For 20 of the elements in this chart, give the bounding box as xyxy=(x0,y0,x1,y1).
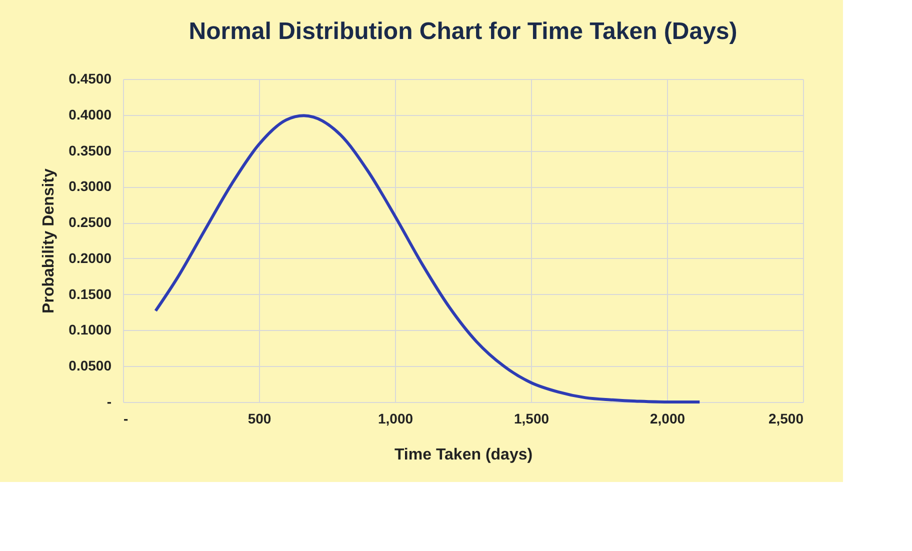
y-tick-label: 0.2000 xyxy=(68,250,112,266)
y-tick-label: 0.3000 xyxy=(68,178,112,194)
y-tick-label: 0.3500 xyxy=(68,142,112,158)
x-tick-label: 2,500 xyxy=(768,410,804,426)
x-tick-label: 500 xyxy=(248,410,272,426)
y-tick-label: 0.4000 xyxy=(68,106,112,122)
y-tick-label: - xyxy=(106,394,112,410)
y-tick-label: 0.1000 xyxy=(68,322,112,338)
y-tick-label: 0.0500 xyxy=(68,358,112,374)
x-tick-label: 1,500 xyxy=(514,410,550,426)
x-tick-label: - xyxy=(124,410,128,426)
x-tick-label: 2,000 xyxy=(650,410,686,426)
y-tick-label: 0.2500 xyxy=(68,214,112,230)
chart-title: Normal Distribution Chart for Time Taken (Days) xyxy=(188,18,738,45)
x-tick-label: 1,000 xyxy=(378,410,414,426)
y-tick-label: 0.4500 xyxy=(68,70,112,86)
line-series xyxy=(154,114,702,404)
y-tick-label: 0.1500 xyxy=(68,286,112,302)
y-axis-title: Probability Density xyxy=(40,168,58,314)
x-axis-title: Time Taken (days) xyxy=(394,446,533,464)
